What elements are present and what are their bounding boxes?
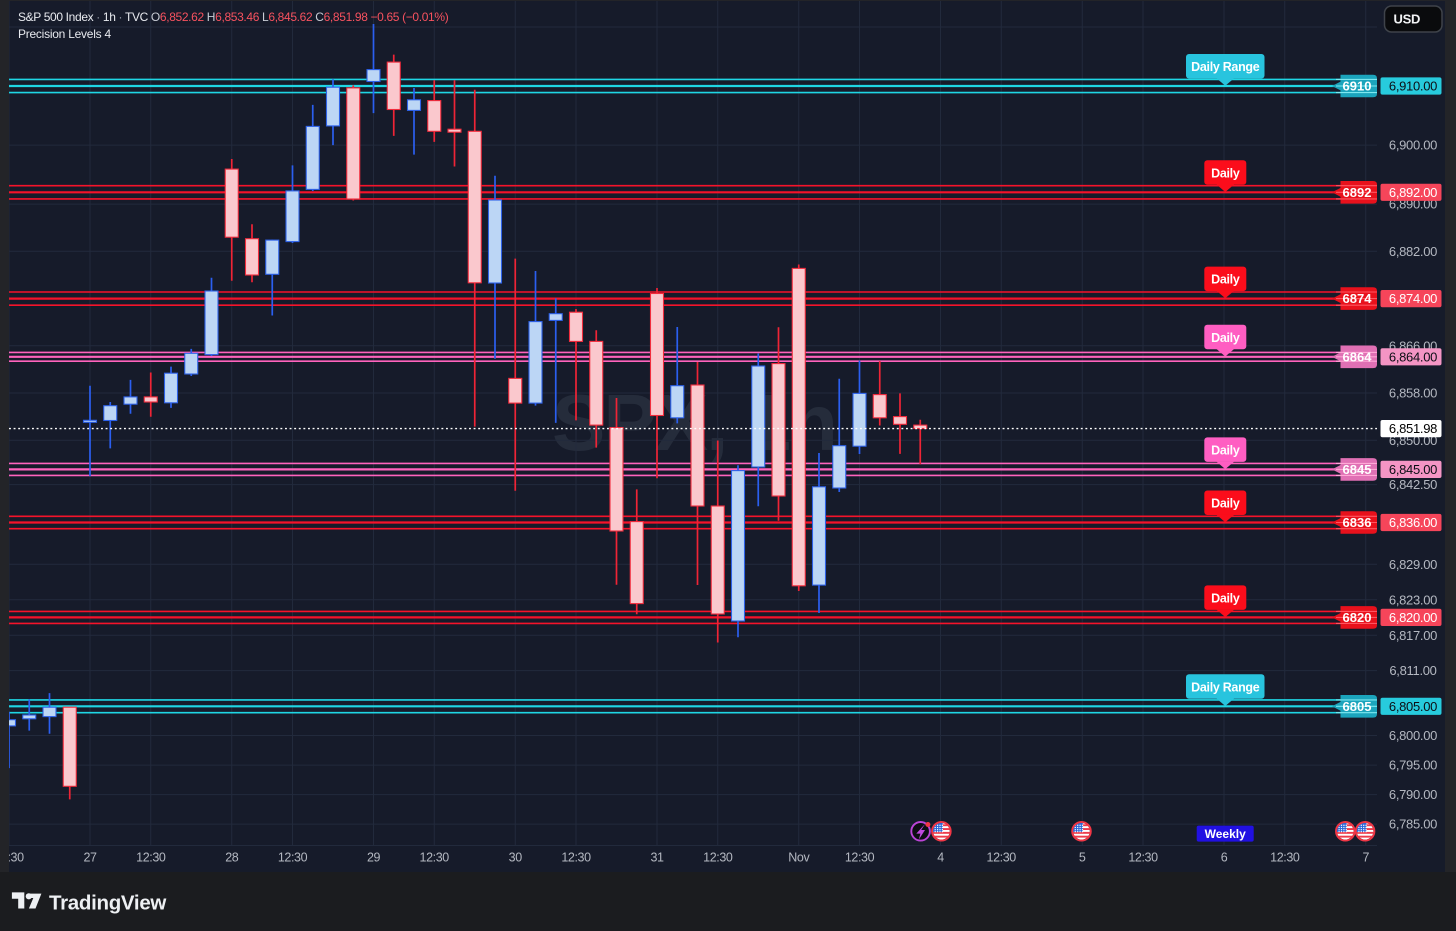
svg-text:6,892.00: 6,892.00	[1389, 185, 1437, 200]
svg-text:Daily Range: Daily Range	[1191, 680, 1260, 694]
svg-text:6,882.00: 6,882.00	[1389, 244, 1437, 259]
svg-text:28: 28	[225, 850, 239, 864]
svg-text:31: 31	[650, 850, 664, 864]
svg-text:Daily: Daily	[1211, 443, 1240, 457]
svg-text:Daily: Daily	[1211, 166, 1240, 180]
svg-text:6,790.00: 6,790.00	[1389, 787, 1437, 802]
svg-text:12:30: 12:30	[987, 850, 1017, 864]
svg-text:6,823.00: 6,823.00	[1389, 592, 1437, 607]
svg-text:6,864.00: 6,864.00	[1389, 349, 1437, 364]
svg-text:6805: 6805	[1343, 699, 1372, 714]
svg-text:12:30: 12:30	[703, 850, 733, 864]
svg-text:6,858.00: 6,858.00	[1389, 386, 1437, 401]
svg-text:6,820.00: 6,820.00	[1389, 610, 1437, 625]
svg-text:6,874.00: 6,874.00	[1389, 291, 1437, 306]
svg-text:27: 27	[83, 850, 97, 864]
svg-text:6,851.98: 6,851.98	[1389, 421, 1437, 436]
svg-text:6892: 6892	[1343, 185, 1372, 200]
svg-text:6836: 6836	[1343, 515, 1372, 530]
svg-text:6,785.00: 6,785.00	[1389, 817, 1437, 832]
svg-text:12:30: 12:30	[845, 850, 875, 864]
svg-text:6,817.00: 6,817.00	[1389, 628, 1437, 643]
svg-text:Daily Range: Daily Range	[1191, 60, 1260, 74]
svg-text:6874: 6874	[1343, 291, 1373, 306]
svg-text:USD: USD	[1394, 11, 1421, 26]
svg-text:12:30: 12:30	[1270, 850, 1300, 864]
svg-text:6,845.00: 6,845.00	[1389, 462, 1437, 477]
svg-text:TradingView: TradingView	[49, 892, 166, 915]
svg-text:6,805.00: 6,805.00	[1389, 699, 1437, 714]
svg-text:6,829.00: 6,829.00	[1389, 557, 1437, 572]
svg-text:6,800.00: 6,800.00	[1389, 728, 1437, 743]
svg-text:Daily: Daily	[1211, 497, 1240, 511]
svg-text:12:30: 12:30	[1128, 850, 1158, 864]
svg-text:6820: 6820	[1343, 610, 1372, 625]
svg-text:Nov: Nov	[788, 850, 810, 864]
svg-text:12:30: 12:30	[561, 850, 591, 864]
svg-text:6: 6	[1221, 850, 1228, 864]
svg-text:4: 4	[937, 850, 944, 864]
svg-text:6,836.00: 6,836.00	[1389, 515, 1437, 530]
svg-text:12:30: 12:30	[136, 850, 166, 864]
svg-text:6,910.00: 6,910.00	[1389, 79, 1437, 94]
svg-text:Precision Levels 4: Precision Levels 4	[18, 27, 111, 41]
svg-text:Daily: Daily	[1211, 591, 1240, 605]
svg-text:6,811.00: 6,811.00	[1389, 663, 1436, 678]
svg-text:Weekly: Weekly	[1205, 827, 1246, 841]
svg-text:12:30: 12:30	[420, 850, 450, 864]
svg-text:5: 5	[1079, 850, 1086, 864]
svg-text:6,842.50: 6,842.50	[1389, 477, 1437, 492]
svg-text:6,795.00: 6,795.00	[1389, 758, 1437, 773]
svg-text:30: 30	[509, 850, 523, 864]
svg-text:6845: 6845	[1343, 462, 1372, 477]
svg-text:Daily: Daily	[1211, 273, 1240, 287]
svg-text:6910: 6910	[1343, 79, 1372, 94]
svg-text:12:30: 12:30	[278, 850, 308, 864]
svg-text:S&P 500 Index · 1h · TVC O6,8: S&P 500 Index · 1h · TVC O6,852.62 H6,85…	[18, 10, 449, 24]
svg-text:29: 29	[367, 850, 381, 864]
svg-text:Daily: Daily	[1211, 331, 1240, 345]
svg-text:7: 7	[1363, 850, 1370, 864]
svg-text:6,900.00: 6,900.00	[1389, 138, 1437, 153]
svg-text:6864: 6864	[1343, 349, 1373, 364]
